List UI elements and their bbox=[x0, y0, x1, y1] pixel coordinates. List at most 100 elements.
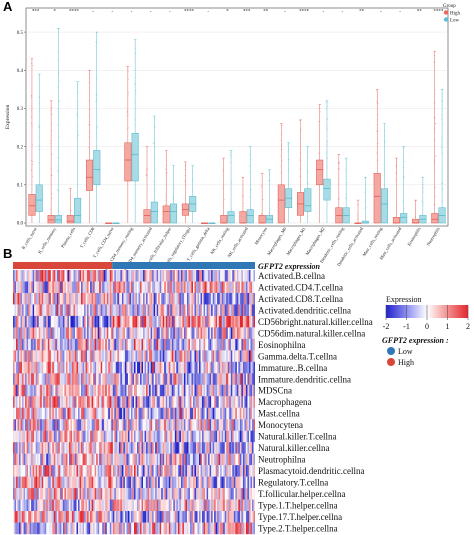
heatmap-cell bbox=[41, 361, 44, 374]
heatmap-cell bbox=[167, 384, 169, 397]
heatmap-cell bbox=[218, 511, 221, 523]
heatmap-cell bbox=[165, 384, 168, 397]
heatmap-cell bbox=[196, 315, 198, 328]
heatmap-cell bbox=[47, 361, 50, 374]
heatmap-cell bbox=[64, 488, 67, 500]
heatmap-cell bbox=[73, 442, 76, 454]
heatmap-cell bbox=[171, 476, 174, 489]
heatmap-cell bbox=[71, 442, 74, 454]
outlier-dot bbox=[396, 207, 398, 209]
heatmap-cell bbox=[150, 407, 153, 420]
heatmap-cell bbox=[115, 488, 118, 500]
heatmap-cell bbox=[47, 419, 50, 431]
heatmap-cell bbox=[170, 292, 173, 305]
heatmap-cell bbox=[35, 361, 38, 374]
heatmap-cell bbox=[147, 292, 150, 305]
heatmap-cell bbox=[127, 465, 130, 477]
heatmap-cell bbox=[147, 511, 150, 523]
heatmap-cell bbox=[79, 281, 82, 294]
heatmap-cell bbox=[59, 419, 62, 431]
heatmap-cell bbox=[71, 350, 74, 363]
heatmap-cell bbox=[185, 407, 188, 420]
heatmap-cell bbox=[146, 453, 148, 466]
heatmap-cell bbox=[173, 488, 176, 500]
heatmap-cell bbox=[173, 373, 176, 385]
heatmap-cell bbox=[76, 522, 79, 535]
heatmap-cell bbox=[214, 270, 216, 282]
heatmap-cell bbox=[29, 350, 32, 363]
heatmap-cell bbox=[161, 315, 163, 328]
heatmap-cell bbox=[244, 476, 247, 489]
heatmap-cell bbox=[117, 338, 120, 351]
heatmap-cell bbox=[44, 419, 47, 431]
heatmap-cell bbox=[129, 327, 132, 340]
heatmap-cell bbox=[43, 430, 45, 443]
heatmap-cell bbox=[188, 373, 191, 385]
heatmap-cell bbox=[25, 315, 27, 328]
heatmap-cell bbox=[141, 384, 144, 397]
heatmap-cell bbox=[250, 430, 253, 443]
heatmap-cell bbox=[117, 373, 120, 385]
heatmap-cell bbox=[23, 396, 26, 408]
heatmap-cell bbox=[192, 442, 195, 454]
heatmap-cell bbox=[221, 373, 224, 385]
heatmap-cell bbox=[239, 476, 242, 489]
heatmap-cell bbox=[87, 430, 89, 443]
outlier-dot bbox=[260, 186, 262, 188]
heatmap-cell bbox=[214, 442, 216, 454]
heatmap-cell bbox=[137, 292, 139, 305]
heatmap-cell bbox=[81, 373, 83, 385]
heatmap-cell bbox=[137, 338, 139, 351]
heatmap-cell bbox=[53, 338, 56, 351]
heatmap-cell bbox=[29, 270, 32, 282]
heatmap-cell bbox=[29, 315, 32, 328]
heatmap-cell bbox=[250, 488, 253, 500]
heatmap-cell bbox=[34, 361, 36, 374]
heatmap-cell bbox=[188, 419, 191, 431]
heatmap-cell bbox=[26, 327, 29, 340]
heatmap-cell bbox=[105, 522, 107, 535]
heatmap-cell bbox=[236, 442, 239, 454]
heatmap-cell bbox=[179, 511, 182, 523]
heatmap-cell bbox=[46, 327, 48, 340]
heatmap-cell bbox=[150, 442, 153, 454]
heatmap-cell bbox=[79, 350, 82, 363]
heatmap-cell bbox=[191, 384, 194, 397]
heatmap-cell bbox=[253, 281, 255, 294]
outlier-dot bbox=[39, 149, 41, 151]
heatmap-cell bbox=[153, 270, 156, 282]
heatmap-cell bbox=[156, 419, 159, 431]
heatmap-cell bbox=[22, 292, 24, 305]
heatmap-cell bbox=[209, 373, 212, 385]
heatmap-cell bbox=[177, 281, 180, 294]
heatmap-cell bbox=[149, 453, 151, 466]
heatmap-cell bbox=[202, 304, 204, 317]
heatmap-cell bbox=[23, 270, 26, 282]
heatmap-cell bbox=[79, 327, 82, 340]
heatmap-cell bbox=[75, 511, 77, 523]
heatmap-cell bbox=[79, 292, 82, 305]
heatmap-cell bbox=[34, 315, 36, 328]
heatmap-cell bbox=[129, 511, 132, 523]
heatmap-cell bbox=[141, 476, 144, 489]
heatmap-cell bbox=[134, 304, 136, 317]
heatmap-cell bbox=[202, 338, 204, 351]
heatmap-cell bbox=[40, 338, 42, 351]
heatmap-cell bbox=[81, 419, 83, 431]
heatmap-cell bbox=[14, 419, 17, 431]
heatmap-cell bbox=[37, 465, 39, 477]
heatmap-cell bbox=[214, 499, 216, 512]
heatmap-cell bbox=[13, 488, 15, 500]
heatmap-row bbox=[13, 361, 255, 374]
heatmap-cell bbox=[76, 350, 79, 363]
heatmap-cell bbox=[26, 304, 29, 317]
heatmap-cell bbox=[96, 499, 98, 512]
heatmap-cell bbox=[26, 361, 29, 374]
heatmap-cell bbox=[34, 430, 36, 443]
heatmap-cell bbox=[31, 419, 33, 431]
heatmap-cell bbox=[188, 488, 191, 500]
heatmap-cell bbox=[59, 292, 62, 305]
heatmap-cell bbox=[220, 396, 222, 408]
heatmap-cell bbox=[52, 442, 55, 454]
heatmap-cell bbox=[238, 281, 241, 294]
